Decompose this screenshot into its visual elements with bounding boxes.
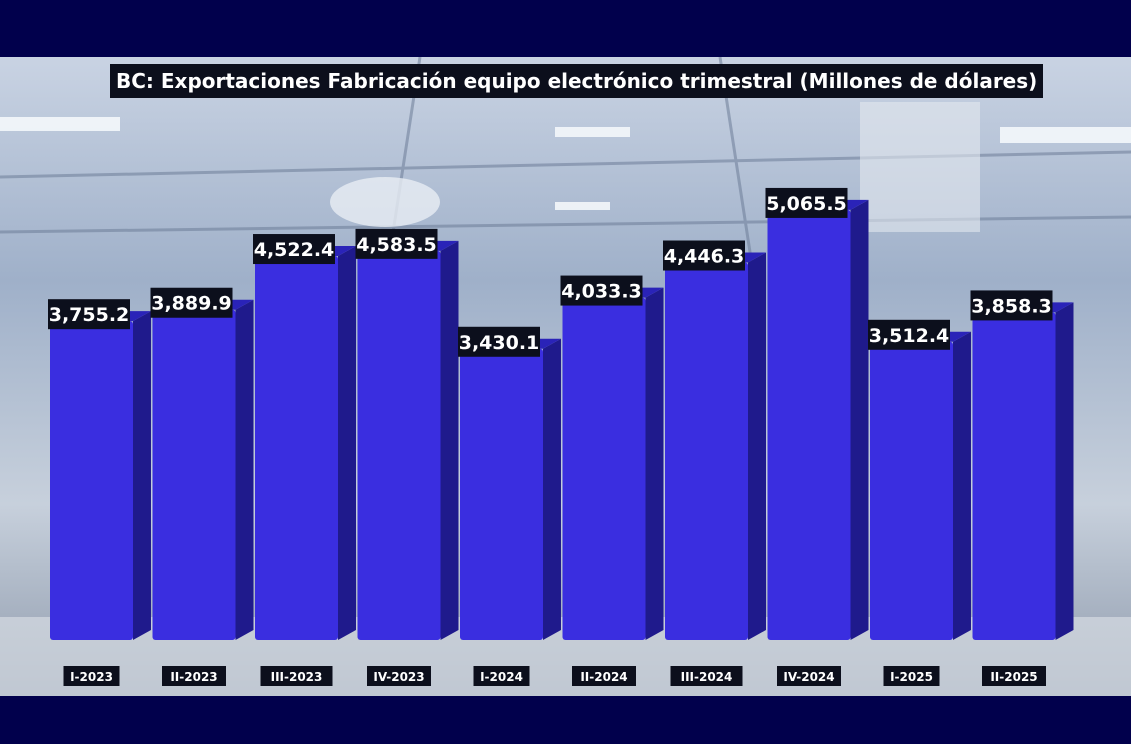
- bar-front: [255, 256, 338, 640]
- bar-front: [562, 297, 646, 640]
- data-label-text: 4,033.3: [561, 281, 642, 303]
- bar-front: [357, 250, 441, 640]
- x-tick-bg: [982, 666, 1046, 686]
- data-label: 4,033.3: [560, 275, 643, 306]
- x-tick-text: II-2025: [990, 670, 1037, 684]
- bar: [665, 252, 766, 640]
- bar-front: [50, 321, 133, 640]
- x-tick-text: IV-2023: [373, 670, 424, 684]
- x-tick-bg: [883, 666, 940, 686]
- bar: [767, 199, 869, 640]
- data-label-text: 3,430.1: [459, 332, 540, 354]
- x-tick-label: IV-2024: [777, 666, 841, 686]
- data-label: 4,446.3: [663, 240, 745, 271]
- data-label-text: 5,065.5: [766, 193, 847, 215]
- data-label-text: 3,755.2: [49, 304, 130, 326]
- bar-chart: 3,755.2 3,889.9 4,522.4 4,583.5 3,430.1 4,033…: [48, 187, 1074, 686]
- bar-front: [972, 312, 1056, 640]
- data-label-bg: [253, 234, 335, 265]
- bar-side: [645, 287, 664, 640]
- data-label: 3,512.4: [868, 319, 950, 350]
- bar-side: [850, 199, 869, 640]
- data-label-bg: [663, 240, 745, 271]
- x-tick-bg: [670, 666, 743, 686]
- bar: [972, 302, 1074, 640]
- x-tick-label: IV-2023: [367, 666, 431, 686]
- bar: [152, 299, 254, 640]
- data-label: 3,430.1: [458, 326, 540, 357]
- x-tick-text: I-2025: [890, 670, 933, 684]
- data-label-bg: [355, 228, 438, 259]
- bar-side: [748, 252, 766, 640]
- chart-frame: 3,755.2 3,889.9 4,522.4 4,583.5 3,430.1 4,033…: [0, 57, 1131, 696]
- data-label: 3,755.2: [48, 299, 130, 330]
- data-label-bg: [560, 275, 643, 306]
- bar-front: [665, 262, 748, 640]
- x-tick-text: II-2023: [170, 670, 217, 684]
- data-label: 5,065.5: [765, 187, 848, 218]
- bar: [460, 338, 561, 640]
- data-label: 3,858.3: [970, 290, 1053, 321]
- bar: [357, 240, 459, 640]
- data-label-bg: [150, 287, 233, 318]
- bar: [255, 246, 356, 640]
- x-tick-text: IV-2024: [783, 670, 834, 684]
- data-label-text: 4,522.4: [254, 239, 335, 261]
- data-label: 4,583.5: [355, 228, 438, 259]
- data-label-text: 3,858.3: [971, 295, 1052, 317]
- x-tick-label: III-2024: [670, 666, 743, 686]
- data-label-bg: [868, 319, 950, 350]
- x-tick-label: I-2024: [473, 666, 530, 686]
- x-tick-label: I-2025: [883, 666, 940, 686]
- data-label-text: 4,446.3: [664, 246, 745, 268]
- data-label: 3,889.9: [150, 287, 233, 318]
- bar: [870, 331, 971, 640]
- x-tick-bg: [473, 666, 530, 686]
- bar-side: [440, 240, 459, 640]
- x-tick-text: I-2024: [480, 670, 523, 684]
- x-tick-bg: [260, 666, 333, 686]
- x-tick-text: III-2024: [681, 670, 733, 684]
- category-ticks-layer: I-2023 II-2023 III-2023 IV-2023 I-2024 II-202…: [63, 666, 1046, 686]
- bar: [50, 311, 151, 640]
- data-label-bg: [458, 326, 540, 357]
- x-tick-bg: [572, 666, 636, 686]
- data-label-bg: [765, 187, 848, 218]
- bar-front: [767, 209, 851, 640]
- x-tick-bg: [63, 666, 120, 686]
- x-tick-label: II-2023: [162, 666, 226, 686]
- data-label-bg: [48, 299, 130, 330]
- x-tick-label: III-2023: [260, 666, 333, 686]
- data-label-text: 3,889.9: [151, 293, 232, 315]
- bar-side: [1055, 302, 1074, 640]
- x-tick-label: II-2024: [572, 666, 636, 686]
- bar-side: [235, 299, 254, 640]
- data-label-text: 3,512.4: [869, 325, 950, 347]
- chart-title: BC: Exportaciones Fabricación equipo ele…: [110, 64, 1044, 98]
- x-tick-label: II-2025: [982, 666, 1046, 686]
- bar-side: [338, 246, 356, 640]
- bar-side: [133, 311, 151, 640]
- x-tick-text: III-2023: [271, 670, 323, 684]
- bar-side: [543, 338, 561, 640]
- data-label-text: 4,583.5: [356, 234, 437, 256]
- x-tick-text: I-2023: [70, 670, 113, 684]
- x-tick-text: II-2024: [580, 670, 627, 684]
- x-tick-bg: [367, 666, 431, 686]
- value-labels-layer: 3,755.2 3,889.9 4,522.4 4,583.5 3,430.1 4,033…: [48, 187, 1053, 357]
- x-tick-label: I-2023: [63, 666, 120, 686]
- x-tick-bg: [777, 666, 841, 686]
- x-tick-bg: [162, 666, 226, 686]
- data-label-bg: [970, 290, 1053, 321]
- bars-layer: [50, 199, 1074, 640]
- bar-front: [460, 348, 543, 640]
- bar: [562, 287, 664, 640]
- bar-front: [870, 341, 953, 640]
- data-label: 4,522.4: [253, 234, 335, 265]
- bar-front: [152, 309, 236, 640]
- bar-side: [953, 331, 971, 640]
